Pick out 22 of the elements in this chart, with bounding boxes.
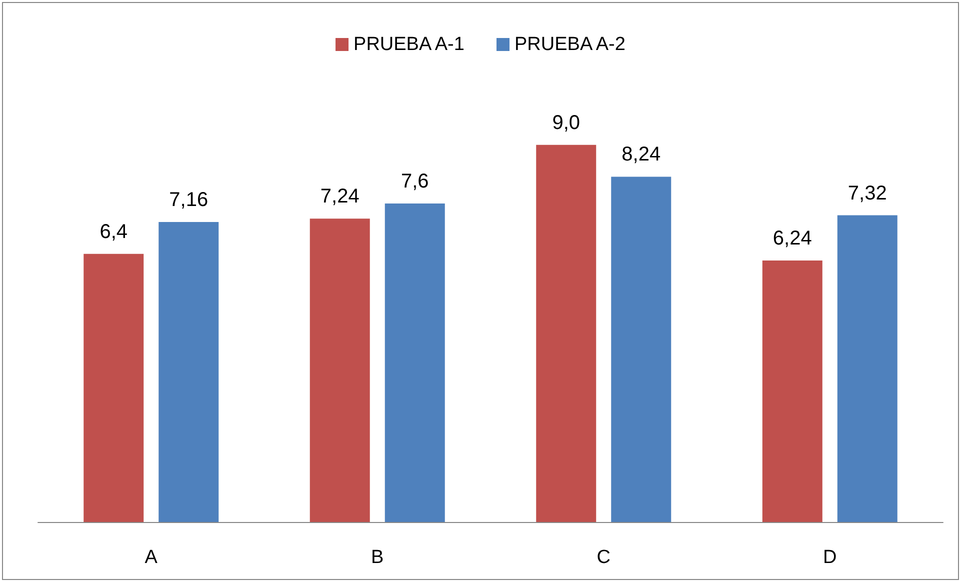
bar bbox=[158, 222, 219, 522]
x-tick-label: C bbox=[596, 547, 610, 568]
x-tick-label: A bbox=[144, 547, 158, 568]
data-label: 6,24 bbox=[772, 228, 812, 250]
bar bbox=[310, 218, 370, 522]
bar bbox=[536, 144, 596, 522]
bar bbox=[84, 254, 144, 522]
data-label: 8,24 bbox=[622, 144, 661, 166]
bar bbox=[837, 215, 898, 522]
x-tick-label: B bbox=[371, 547, 384, 568]
bar bbox=[384, 204, 445, 522]
legend-label: PRUEBA A-2 bbox=[514, 34, 626, 55]
data-label: 7,16 bbox=[169, 188, 208, 211]
data-label: 7,32 bbox=[848, 182, 887, 204]
legend-label: PRUEBA A-1 bbox=[354, 34, 464, 55]
x-tick-label: D bbox=[823, 547, 837, 568]
data-label: 6,4 bbox=[100, 220, 128, 243]
bar bbox=[611, 176, 672, 522]
data-label: 7,24 bbox=[320, 186, 360, 208]
data-label: 7,6 bbox=[400, 170, 429, 193]
bar bbox=[762, 260, 822, 522]
data-label: 9,0 bbox=[552, 112, 580, 134]
